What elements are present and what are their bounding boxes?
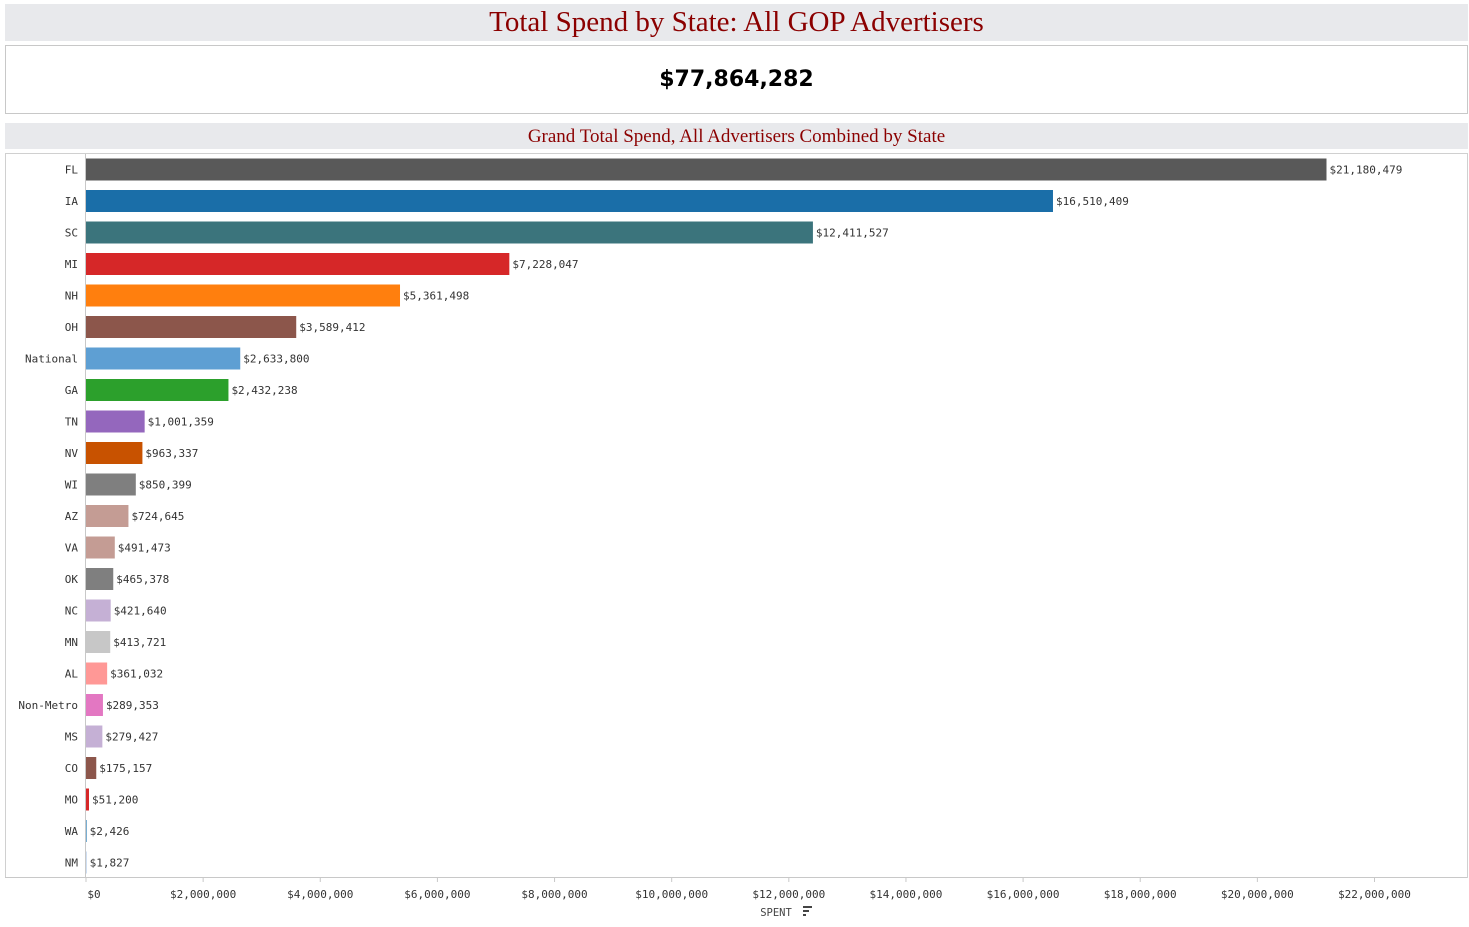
category-label: NH — [65, 290, 78, 303]
chart-frame — [5, 153, 1468, 878]
x-tick-label: $18,000,000 — [1104, 888, 1177, 901]
category-label: SC — [65, 227, 78, 240]
category-label: MI — [65, 258, 78, 271]
value-label: $16,510,409 — [1056, 195, 1129, 208]
value-label: $2,633,800 — [243, 353, 309, 366]
bar[interactable] — [86, 694, 103, 716]
value-label: $1,827 — [90, 857, 130, 870]
bar[interactable] — [86, 473, 136, 496]
category-label: AZ — [65, 510, 79, 523]
x-axis-title: SPENT — [760, 907, 792, 919]
bar[interactable] — [86, 851, 87, 874]
category-label: GA — [65, 384, 79, 397]
value-label: $361,032 — [110, 668, 163, 681]
x-tick-label: $8,000,000 — [521, 888, 587, 901]
category-label: AL — [65, 668, 79, 681]
value-label: $421,640 — [114, 605, 167, 618]
bar[interactable] — [86, 253, 510, 275]
value-label: $175,157 — [99, 762, 152, 775]
bar[interactable] — [86, 568, 114, 590]
total-box: $77,864,282 — [5, 45, 1468, 114]
value-label: $963,337 — [145, 447, 198, 460]
value-label: $12,411,527 — [816, 227, 889, 240]
category-label: CO — [65, 762, 78, 775]
bar[interactable] — [86, 347, 241, 370]
value-label: $21,180,479 — [1330, 164, 1403, 177]
category-label: OH — [65, 321, 78, 334]
value-label: $5,361,498 — [403, 290, 469, 303]
category-label: MO — [65, 794, 78, 807]
category-label: NM — [65, 857, 79, 870]
bar[interactable] — [86, 410, 145, 433]
category-label: National — [25, 353, 78, 366]
value-label: $413,721 — [113, 636, 166, 649]
value-label: $51,200 — [92, 794, 138, 807]
x-tick-label: $6,000,000 — [404, 888, 470, 901]
bar[interactable] — [86, 757, 97, 779]
category-label: IA — [65, 195, 79, 208]
x-tick-label: $22,000,000 — [1338, 888, 1411, 901]
chart-subtitle: Grand Total Spend, All Advertisers Combi… — [527, 125, 946, 147]
x-tick-label: $16,000,000 — [987, 888, 1060, 901]
x-tick-label: $10,000,000 — [635, 888, 708, 901]
bar[interactable] — [86, 316, 297, 338]
title-bar: Total Spend by State: All GOP Advertiser… — [5, 4, 1468, 41]
value-label: $3,589,412 — [299, 321, 365, 334]
bar[interactable] — [86, 190, 1053, 212]
bar[interactable] — [86, 505, 129, 527]
x-tick-label: $14,000,000 — [870, 888, 943, 901]
value-label: $1,001,359 — [148, 416, 214, 429]
category-label: Non-Metro — [18, 699, 78, 712]
bar[interactable] — [86, 442, 143, 464]
value-label: $7,228,047 — [512, 258, 578, 271]
bar[interactable] — [86, 820, 87, 842]
x-tick-label: $0 — [87, 888, 100, 901]
x-tick-label: $20,000,000 — [1221, 888, 1294, 901]
value-label: $2,426 — [90, 825, 130, 838]
category-label: NV — [65, 447, 79, 460]
value-label: $279,427 — [105, 731, 158, 744]
bar[interactable] — [86, 788, 89, 811]
category-label: MN — [65, 636, 78, 649]
x-tick-label: $4,000,000 — [287, 888, 353, 901]
page-title: Total Spend by State: All GOP Advertiser… — [489, 6, 984, 38]
value-label: $2,432,238 — [231, 384, 297, 397]
value-label: $465,378 — [116, 573, 169, 586]
bar[interactable] — [86, 221, 813, 244]
category-label: MS — [65, 731, 78, 744]
bar[interactable] — [86, 284, 401, 307]
category-label: NC — [65, 605, 78, 618]
category-label: FL — [65, 164, 79, 177]
x-tick-label: $2,000,000 — [170, 888, 236, 901]
x-tick-label: $12,000,000 — [752, 888, 825, 901]
bar[interactable] — [86, 536, 115, 559]
bar[interactable] — [86, 662, 108, 685]
grand-total-value: $77,864,282 — [659, 67, 814, 92]
value-label: $491,473 — [118, 542, 171, 555]
sort-icon[interactable] — [803, 906, 812, 916]
category-label: WI — [65, 479, 78, 492]
bar[interactable] — [86, 725, 103, 748]
bar[interactable] — [86, 599, 111, 622]
category-label: VA — [65, 542, 79, 555]
value-label: $850,399 — [139, 479, 192, 492]
bar[interactable] — [86, 631, 111, 653]
value-label: $289,353 — [106, 699, 159, 712]
subtitle-bar: Grand Total Spend, All Advertisers Combi… — [5, 123, 1468, 149]
category-label: WA — [65, 825, 79, 838]
category-label: TN — [65, 416, 78, 429]
bar[interactable] — [86, 158, 1327, 181]
bar[interactable] — [86, 379, 229, 401]
value-label: $724,645 — [131, 510, 184, 523]
category-label: OK — [65, 573, 79, 586]
